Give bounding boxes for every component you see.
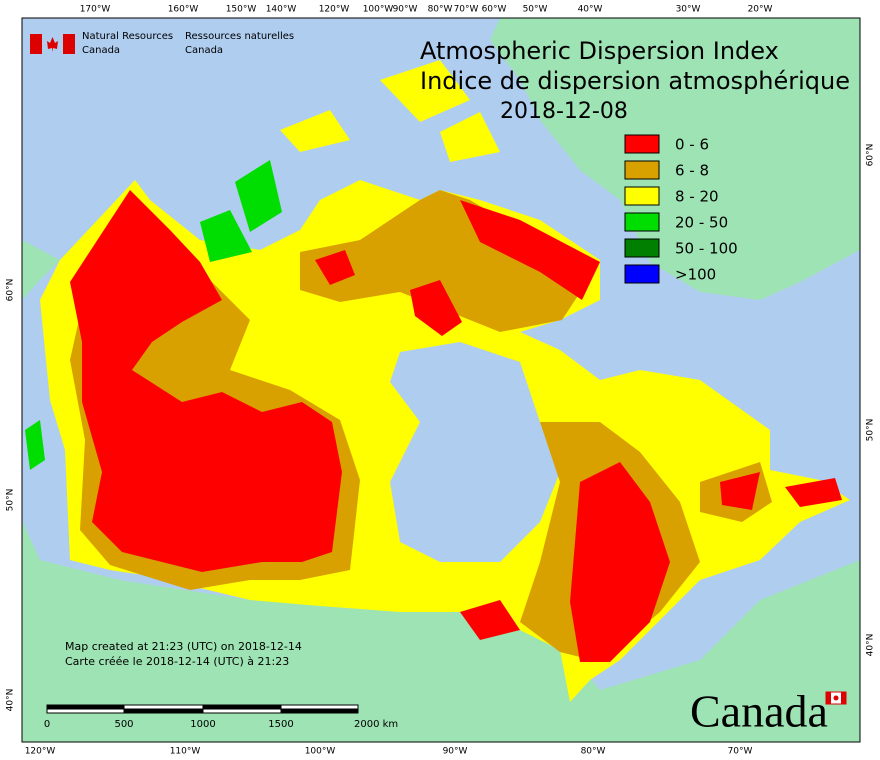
scale-segment bbox=[46, 708, 125, 714]
title: Atmospheric Dispersion Index bbox=[420, 37, 779, 65]
graticule-label: 90°W bbox=[443, 747, 468, 757]
legend-label: 8 - 20 bbox=[675, 188, 719, 206]
graticule-label: 30°W bbox=[676, 5, 701, 15]
graticule-label: 60°W bbox=[482, 5, 507, 15]
logo bbox=[30, 34, 75, 54]
graticule-label: 40°N bbox=[6, 689, 16, 712]
arctic-region bbox=[460, 200, 600, 300]
quebec-region bbox=[570, 462, 670, 662]
graticule-label: 50°N bbox=[6, 489, 16, 512]
greenland bbox=[490, 18, 860, 300]
graticule-label: 80°W bbox=[581, 747, 606, 757]
usa bbox=[22, 520, 860, 742]
arctic-island bbox=[380, 60, 470, 122]
graticule-label: 60°N bbox=[866, 144, 876, 167]
scale-label: 2000 km bbox=[354, 719, 398, 730]
map-frame bbox=[21, 17, 861, 743]
graticule-label: 80°W bbox=[428, 5, 453, 15]
graticule-label: 110°W bbox=[170, 747, 201, 757]
graticule-label: 50°W bbox=[523, 5, 548, 15]
scale-segment bbox=[123, 704, 204, 710]
flag-band bbox=[826, 692, 831, 704]
hudson-bay bbox=[390, 342, 560, 562]
maple-leaf bbox=[833, 695, 839, 701]
scale-label: 1000 bbox=[190, 719, 215, 730]
scale-segment bbox=[202, 704, 282, 710]
scale-segment bbox=[280, 708, 359, 714]
logo-text: Canada bbox=[82, 45, 120, 56]
credit: Carte créée le 2018-12-14 (UTC) à 21:23 bbox=[65, 655, 289, 668]
legend-swatch bbox=[624, 186, 660, 206]
flag-band bbox=[30, 34, 42, 54]
date: 2018-12-08 bbox=[500, 99, 628, 124]
scale-segment bbox=[46, 704, 125, 710]
legend-swatch bbox=[624, 134, 660, 154]
graticule-label: 170°W bbox=[80, 5, 111, 15]
graticule-label: 120°W bbox=[319, 5, 350, 15]
flag-band bbox=[841, 692, 846, 704]
flag-band bbox=[63, 34, 75, 54]
graticule-label: 100°W bbox=[305, 747, 336, 757]
graticule-label: 50°N bbox=[866, 419, 876, 442]
scale-segment bbox=[202, 708, 282, 714]
arctic-island bbox=[200, 210, 252, 262]
graticule-label: 90°W bbox=[393, 5, 418, 15]
wordmark-flag bbox=[825, 691, 847, 705]
legend-swatch bbox=[624, 212, 660, 232]
graticule-label: 40°N bbox=[866, 634, 876, 657]
credit: Map created at 21:23 (UTC) on 2018-12-14 bbox=[65, 640, 302, 653]
graticule-label: 60°N bbox=[6, 279, 16, 302]
graticule-label: 70°W bbox=[454, 5, 479, 15]
graticule-label: 20°W bbox=[748, 5, 773, 15]
legend-swatch bbox=[624, 238, 660, 258]
title: Indice de dispersion atmosphérique bbox=[420, 67, 850, 95]
legend-label: 6 - 8 bbox=[675, 162, 709, 180]
graticule-label: 70°W bbox=[728, 747, 753, 757]
arctic-region bbox=[410, 280, 462, 336]
ontario-region bbox=[460, 600, 520, 640]
scale-label: 500 bbox=[114, 719, 133, 730]
logo-text: Canada bbox=[185, 45, 223, 56]
arctic-island bbox=[280, 110, 350, 152]
legend-label: 0 - 6 bbox=[675, 136, 709, 154]
scale-label: 1500 bbox=[268, 719, 293, 730]
labrador-region bbox=[720, 472, 760, 510]
scale-segment bbox=[280, 704, 359, 710]
legend-label: 20 - 50 bbox=[675, 214, 728, 232]
graticule-label: 100°W bbox=[363, 5, 394, 15]
graticule-label: 40°W bbox=[578, 5, 603, 15]
coast-region bbox=[25, 420, 45, 470]
scale-segment bbox=[123, 708, 204, 714]
scale-label: 0 bbox=[44, 719, 50, 730]
logo-text: Ressources naturelles bbox=[185, 31, 294, 42]
legend-swatch bbox=[624, 264, 660, 284]
legend-label: 50 - 100 bbox=[675, 240, 738, 258]
alaska bbox=[22, 240, 60, 300]
arctic-region bbox=[315, 250, 355, 285]
graticule-label: 160°W bbox=[168, 5, 199, 15]
maple-leaf bbox=[47, 37, 58, 52]
legend-swatch bbox=[624, 160, 660, 180]
arctic-island bbox=[235, 160, 282, 232]
logo-text: Natural Resources bbox=[82, 31, 173, 42]
legend-label: >100 bbox=[675, 266, 716, 284]
graticule-label: 150°W bbox=[226, 5, 257, 15]
wordmark: Canada bbox=[690, 686, 828, 737]
arctic-region bbox=[300, 190, 600, 332]
west-region bbox=[70, 190, 342, 572]
graticule-label: 120°W bbox=[25, 747, 56, 757]
newfoundland-region bbox=[785, 478, 842, 507]
arctic-island bbox=[440, 112, 500, 162]
graticule-label: 140°W bbox=[266, 5, 297, 15]
